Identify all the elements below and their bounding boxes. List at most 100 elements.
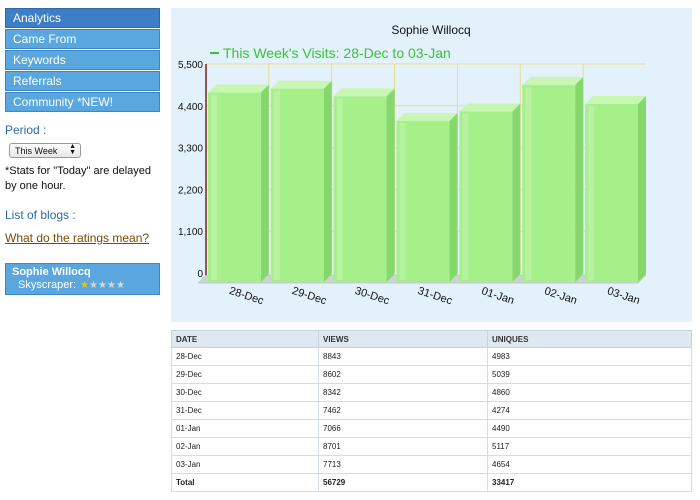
x-tick-label: 02-Jan: [543, 285, 579, 307]
cell-views: 7462: [318, 401, 488, 420]
bar-top: [333, 88, 395, 97]
bar-side: [260, 84, 269, 282]
nav-item-keywords[interactable]: Keywords: [5, 50, 160, 70]
blogs-label: List of blogs :: [5, 208, 76, 222]
bar-highlight: [525, 86, 532, 281]
cell-date: 28-Dec: [171, 347, 319, 366]
x-tick-label: 03-Jan: [606, 285, 642, 307]
cell-views: 8602: [318, 365, 488, 384]
cell-date: 31-Dec: [171, 401, 319, 420]
bar-highlight: [399, 123, 406, 280]
chart-bars: [208, 76, 646, 283]
nav-item-community[interactable]: Community *NEW!: [5, 92, 160, 112]
period-select[interactable]: This Week ▲ ▼: [9, 143, 81, 158]
x-tick-label: 01-Jan: [480, 285, 516, 307]
visits-table: DATE VIEWS UNIQUES 28-Dec 8843 4983 29-Dec…: [171, 330, 692, 492]
bar-top: [522, 76, 584, 85]
cell-uniques: 4860: [487, 383, 692, 402]
star-filled-icon: ★: [80, 279, 90, 291]
bar-30-Dec: [333, 88, 395, 282]
star-empty-icon: ★: [115, 279, 125, 291]
chart-title: Sophie Willocq: [391, 23, 470, 37]
legend-label: This Week's Visits: 28-Dec to 03-Jan: [223, 45, 451, 61]
stats-delay-note: *Stats for "Today" are delayed by one ho…: [5, 165, 152, 192]
table-total-row: Total 56729 33417: [171, 473, 692, 492]
bar-31-Dec: [396, 113, 458, 282]
y-axis-ticks: 0 1,100 2,200 3,300 4,400 5,500: [178, 60, 203, 280]
table-header-row: DATE VIEWS UNIQUES: [171, 330, 692, 348]
cell-uniques: 5117: [487, 437, 692, 456]
period-label: Period :: [5, 123, 47, 137]
y-tick-label: 2,200: [178, 185, 203, 196]
blog-rank: Skyscraper: ★ ★ ★ ★ ★: [12, 279, 153, 292]
y-tick-label: 4,400: [178, 102, 203, 113]
cell-uniques: 4490: [487, 419, 692, 438]
bar-front: [585, 103, 638, 283]
header-views[interactable]: VIEWS: [318, 330, 488, 348]
visits-chart-panel: Sophie Willocq This Week's Visits: 28-De…: [171, 8, 692, 322]
table-row: 30-Dec 8342 4860: [171, 383, 692, 402]
cell-date: 03-Jan: [171, 455, 319, 474]
header-date[interactable]: DATE: [171, 330, 319, 348]
chart-legend: This Week's Visits: 28-Dec to 03-Jan: [210, 45, 451, 61]
sidebar: Analytics Came From Keywords Referrals C…: [5, 8, 160, 295]
total-uniques: 33417: [487, 473, 692, 492]
star-empty-icon: ★: [98, 279, 107, 291]
bar-top: [270, 80, 332, 89]
bar-front: [396, 121, 450, 282]
table-row: 03-Jan 7713 4654: [171, 455, 692, 474]
bar-front: [522, 84, 576, 283]
bar-top: [585, 95, 646, 104]
nav-item-came-from[interactable]: Came From: [5, 29, 160, 49]
x-tick-label: 28-Dec: [228, 285, 266, 308]
rank-label: Skyscraper:: [18, 279, 77, 291]
star-empty-icon: ★: [89, 279, 99, 291]
cell-uniques: 5039: [487, 365, 692, 384]
blog-profile-card[interactable]: Sophie Willocq Skyscraper: ★ ★ ★ ★ ★: [5, 263, 160, 295]
cell-date: 01-Jan: [171, 419, 319, 438]
total-label: Total: [171, 473, 319, 492]
nav-item-analytics[interactable]: Analytics: [5, 8, 160, 28]
cell-date: 02-Jan: [171, 437, 319, 456]
x-tick-label: 31-Dec: [416, 285, 454, 308]
bar-29-Dec: [270, 80, 332, 282]
cell-views: 8342: [318, 383, 488, 402]
bar-top: [396, 113, 458, 121]
bar-front: [208, 92, 261, 282]
cell-views: 7066: [318, 419, 488, 438]
cell-date: 29-Dec: [171, 365, 319, 384]
table-row: 01-Jan 7066 4490: [171, 419, 692, 438]
bar-side: [512, 103, 521, 282]
bar-03-Jan: [585, 95, 646, 283]
bar-front: [270, 88, 324, 282]
bar-highlight: [273, 90, 280, 280]
cell-views: 7713: [318, 455, 488, 474]
bar-top: [208, 84, 269, 93]
cell-views: 8843: [318, 347, 488, 366]
table-row: 31-Dec 7462 4274: [171, 401, 692, 420]
bar-side: [323, 80, 332, 282]
bar-highlight: [336, 98, 343, 280]
bar-02-Jan: [522, 76, 584, 283]
cell-date: 30-Dec: [171, 383, 319, 402]
x-tick-label: 29-Dec: [290, 285, 328, 308]
nav-item-referrals[interactable]: Referrals: [5, 71, 160, 91]
y-tick-label: 5,500: [178, 60, 203, 71]
cell-uniques: 4654: [487, 455, 692, 474]
y-tick-label: 0: [197, 269, 203, 280]
ratings-help-link[interactable]: What do the ratings mean?: [5, 231, 150, 245]
select-arrows-icon: ▲ ▼: [69, 143, 76, 156]
rating-stars: ★ ★ ★ ★ ★: [80, 279, 125, 291]
blog-name: Sophie Willocq: [12, 266, 91, 278]
header-uniques[interactable]: UNIQUES: [487, 330, 692, 348]
table-row: 28-Dec 8843 4983: [171, 347, 692, 366]
y-tick-label: 3,300: [178, 144, 203, 155]
total-views: 56729: [318, 473, 488, 492]
bar-top: [459, 103, 521, 112]
bar-01-Jan: [459, 103, 521, 282]
x-tick-label: 30-Dec: [353, 285, 391, 308]
cell-uniques: 4274: [487, 401, 692, 420]
bar-highlight: [211, 94, 217, 280]
bar-side: [638, 95, 646, 283]
bar-side: [575, 76, 584, 283]
